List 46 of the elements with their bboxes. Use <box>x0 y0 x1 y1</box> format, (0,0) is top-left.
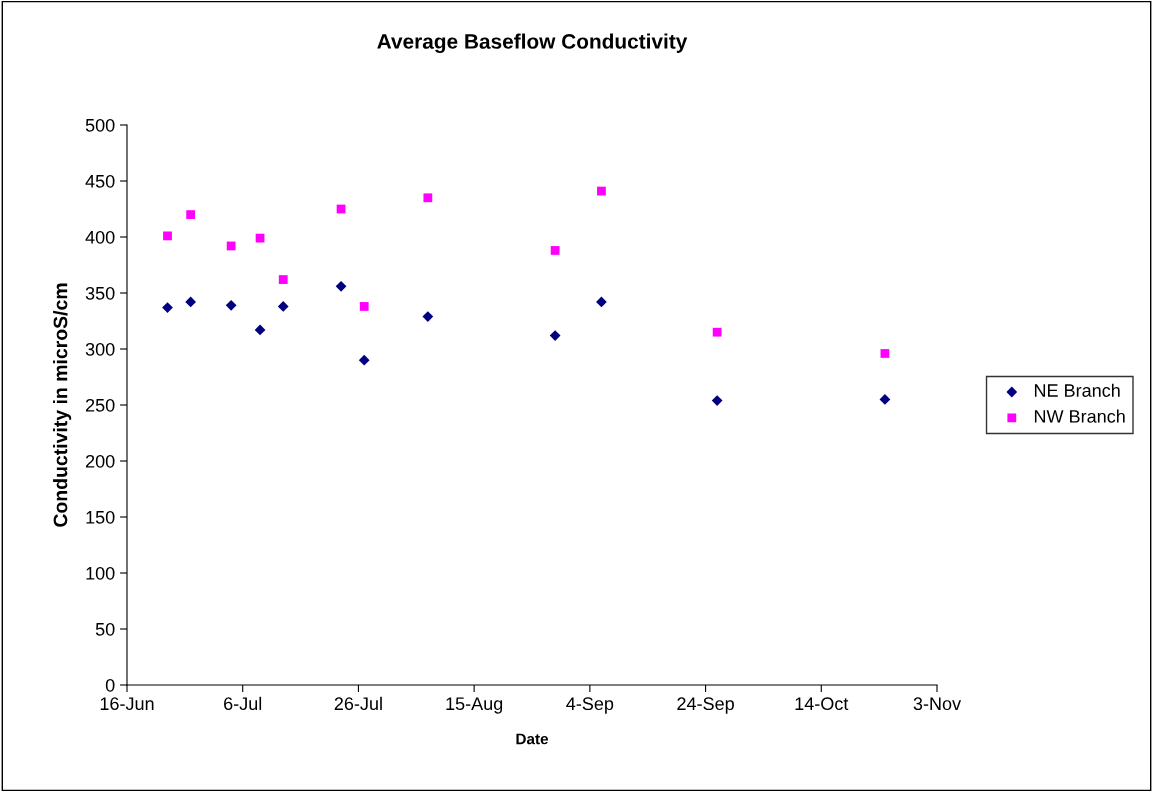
x-tick-label: 14-Oct <box>795 697 849 711</box>
y-tick-label: 500 <box>85 118 115 132</box>
x-tick-label: 6-Jul <box>224 696 262 711</box>
point <box>278 275 288 284</box>
point <box>549 330 561 341</box>
point <box>255 233 265 243</box>
y-tick-label: 300 <box>85 342 115 356</box>
point <box>162 302 173 313</box>
point <box>879 394 891 405</box>
y-tick-label: 200 <box>85 454 115 468</box>
y-axis-title: Conductivity in microS/cm <box>53 283 72 527</box>
y-tick-label: 350 <box>85 286 115 300</box>
point <box>185 296 197 308</box>
point <box>550 246 560 255</box>
point <box>880 349 890 358</box>
point <box>359 302 369 311</box>
point <box>423 193 433 203</box>
legend-label: NW Branch <box>1034 409 1125 423</box>
point <box>254 324 266 336</box>
y-tick-label: 50 <box>95 622 115 636</box>
x-tick-label: 16-Jun <box>100 697 154 711</box>
chart-title: Average Baseflow Conductivity <box>377 33 688 54</box>
point <box>277 301 289 312</box>
legend-label: NE Branch <box>1034 383 1120 397</box>
point <box>712 327 722 337</box>
y-tick-label: 400 <box>85 230 115 244</box>
y-tick-label: 100 <box>86 566 115 580</box>
y-tick-label: 150 <box>86 510 115 524</box>
point <box>597 186 606 196</box>
point <box>422 311 434 322</box>
x-tick-label: 26-Jul <box>334 696 382 711</box>
x-tick-label: 3-Nov <box>913 697 962 711</box>
x-axis-title: Date <box>516 733 549 745</box>
y-tick-label: 250 <box>85 398 115 412</box>
point <box>186 210 196 219</box>
point <box>225 299 237 311</box>
y-tick-label: 450 <box>85 174 115 188</box>
point <box>358 354 370 366</box>
point <box>711 395 723 406</box>
x-tick-label: 15-Aug <box>446 697 503 714</box>
y-tick-label: 0 <box>105 678 115 692</box>
point <box>163 231 172 241</box>
x-tick-label: 4-Sep <box>566 697 614 714</box>
point <box>335 280 347 292</box>
point <box>226 241 236 251</box>
x-tick-label: 24-Sep <box>677 697 734 714</box>
